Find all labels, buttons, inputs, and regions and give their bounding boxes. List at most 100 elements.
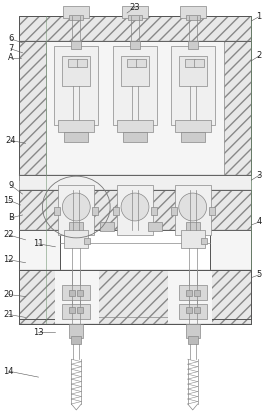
Text: 20: 20 — [4, 290, 14, 299]
Circle shape — [62, 193, 90, 221]
Bar — [128, 15, 142, 20]
Bar — [19, 16, 251, 41]
Circle shape — [179, 193, 207, 221]
Text: 23: 23 — [130, 2, 140, 12]
Bar — [179, 285, 207, 300]
Bar — [210, 230, 251, 320]
Bar — [77, 308, 83, 313]
Bar — [71, 41, 81, 49]
Circle shape — [121, 193, 149, 221]
Bar — [123, 132, 147, 142]
Bar — [181, 230, 205, 248]
Bar — [62, 305, 90, 320]
Bar — [55, 46, 98, 125]
Bar — [19, 270, 251, 325]
Bar — [151, 207, 157, 215]
Bar — [55, 207, 60, 215]
Bar — [69, 15, 83, 20]
Bar — [194, 59, 204, 67]
Bar — [77, 290, 83, 295]
Bar — [63, 6, 89, 18]
Bar — [62, 285, 90, 300]
Text: A: A — [8, 53, 14, 62]
Bar — [58, 120, 94, 132]
Bar — [122, 6, 148, 18]
Bar — [136, 59, 146, 67]
Bar — [186, 325, 200, 338]
Bar — [19, 175, 251, 190]
Bar — [180, 6, 206, 18]
Bar — [148, 222, 162, 231]
Text: 22: 22 — [4, 230, 14, 239]
Bar — [171, 46, 215, 125]
Bar — [194, 290, 200, 295]
Text: 9: 9 — [8, 181, 13, 190]
Bar — [71, 336, 81, 344]
Bar — [171, 207, 177, 215]
Bar — [19, 270, 251, 325]
Bar — [68, 59, 78, 67]
Bar — [92, 207, 98, 215]
Text: 11: 11 — [33, 239, 44, 248]
Text: 21: 21 — [4, 310, 14, 319]
Text: 4: 4 — [257, 217, 262, 227]
Text: 14: 14 — [4, 367, 14, 376]
Bar — [209, 207, 215, 215]
Bar — [84, 238, 90, 244]
Text: 6: 6 — [8, 34, 13, 44]
Bar — [117, 120, 153, 132]
Bar — [130, 41, 140, 49]
Bar — [201, 238, 207, 244]
Bar — [175, 185, 211, 235]
Bar — [69, 290, 75, 295]
Bar — [117, 185, 153, 235]
Bar — [113, 46, 157, 125]
Bar — [186, 222, 200, 231]
Bar — [186, 15, 200, 20]
Bar — [186, 308, 192, 313]
Bar — [64, 230, 88, 248]
Bar — [58, 185, 94, 235]
Bar — [55, 270, 99, 325]
Text: 15: 15 — [4, 195, 14, 205]
Bar — [19, 230, 60, 320]
Text: B: B — [8, 213, 14, 222]
Bar — [19, 41, 251, 180]
Bar — [127, 59, 137, 67]
Bar — [19, 190, 251, 230]
Bar — [188, 41, 198, 49]
Bar — [224, 41, 251, 180]
Bar — [19, 41, 46, 180]
Bar — [64, 132, 88, 142]
Bar — [19, 190, 251, 230]
Bar — [121, 56, 149, 85]
Text: 3: 3 — [257, 171, 262, 180]
Bar — [188, 336, 198, 344]
Text: 1: 1 — [256, 12, 261, 22]
Bar — [100, 222, 114, 231]
Bar — [210, 230, 251, 320]
Bar — [62, 56, 90, 85]
Bar — [19, 16, 251, 41]
Text: 7: 7 — [8, 44, 13, 53]
Bar — [185, 59, 195, 67]
Bar — [194, 308, 200, 313]
Bar — [175, 120, 211, 132]
Bar — [69, 222, 83, 231]
Bar — [181, 132, 205, 142]
Bar — [113, 207, 119, 215]
Bar — [69, 325, 83, 338]
Bar — [186, 290, 192, 295]
Bar — [19, 230, 60, 320]
Text: 13: 13 — [33, 328, 44, 337]
Text: 12: 12 — [4, 255, 14, 264]
Bar — [179, 305, 207, 320]
Bar — [179, 56, 207, 85]
Bar — [168, 270, 212, 325]
Bar — [19, 41, 251, 180]
Bar — [77, 59, 87, 67]
Text: 24: 24 — [5, 136, 16, 145]
Bar — [69, 308, 75, 313]
Text: 5: 5 — [257, 270, 262, 279]
Text: 2: 2 — [257, 51, 262, 60]
